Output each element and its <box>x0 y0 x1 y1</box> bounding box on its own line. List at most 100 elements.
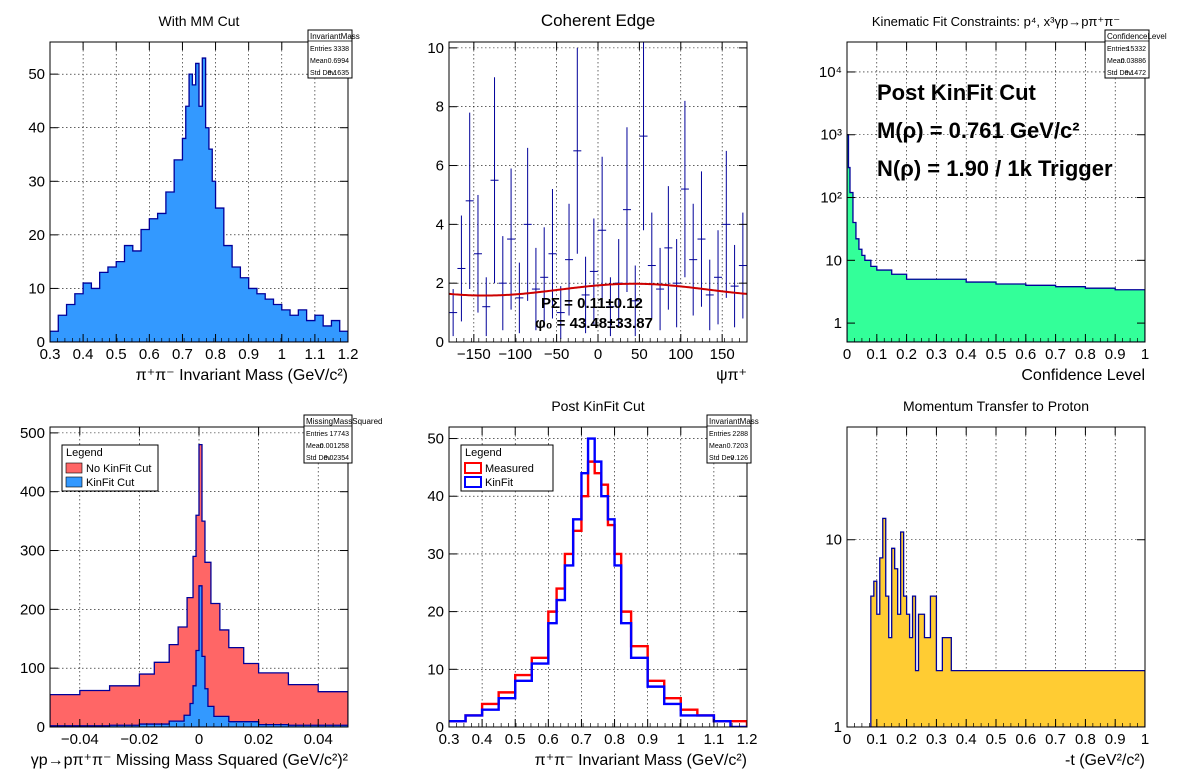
histogram <box>50 57 348 342</box>
stats-frame <box>303 414 353 464</box>
legend-entry: KinFit <box>485 477 513 489</box>
legend-entry: Measured <box>485 463 534 475</box>
x-tick-label: 0.6 <box>1015 346 1036 363</box>
series-line-0 <box>449 460 747 727</box>
stats-label: Mean <box>310 58 328 65</box>
x-tick-label: 0.9 <box>1105 731 1126 748</box>
x-tick-label: 1.2 <box>338 346 359 363</box>
legend-title: Legend <box>465 447 502 459</box>
y-tick-label: 10⁴ <box>819 64 842 81</box>
chart-panel-p4: −0.04 −0.02 0 0.02 0.04 0 100 200 300 400 500 γp→pπ… <box>20 414 382 769</box>
y-tick-label: 1 <box>834 315 842 332</box>
y-tick-label: 50 <box>427 431 444 448</box>
annotation-line: M(ρ) = 0.761 GeV/c² <box>877 118 1080 143</box>
annotation-line: N(ρ) = 1.90 / 1k Trigger <box>877 156 1113 181</box>
chart-title: Kinematic Fit Constraints: p⁴, x³γp→pπ⁺π… <box>872 14 1120 29</box>
stats-label: Mean <box>306 443 324 450</box>
grid <box>847 427 1145 727</box>
x-tick-label: 0.2 <box>896 346 917 363</box>
histogram <box>870 517 1145 727</box>
chart-title: With MM Cut <box>159 13 240 29</box>
y-tick-label: 400 <box>20 484 45 501</box>
x-tick-label: 0.8 <box>1075 346 1096 363</box>
x-tick-label: 0.7 <box>1045 731 1066 748</box>
fit-curve <box>449 282 747 297</box>
fit-parameter-phi: φ₀ = 43.48±33.87 <box>535 315 653 332</box>
stats-value: 0.1635 <box>328 70 350 77</box>
chart-title: Post KinFit Cut <box>551 398 644 414</box>
y-tick-label: 300 <box>20 543 45 560</box>
y-tick-label: 4 <box>436 216 444 233</box>
y-tick-label: 20 <box>427 604 444 621</box>
y-tick-label: 1 <box>834 719 842 736</box>
stats-label: Entries <box>1107 46 1129 53</box>
stats-frame <box>307 29 353 79</box>
chart-title: Momentum Transfer to Proton <box>903 398 1089 414</box>
y-tick-label: 10² <box>820 190 842 207</box>
x-tick-label: 0 <box>195 731 203 748</box>
x-tick-label: 0.02 <box>244 731 273 748</box>
legend: Legend No KinFit Cut KinFit Cut <box>61 444 159 492</box>
stats-value: 3338 <box>333 46 349 53</box>
x-axis-label: Confidence Level <box>1021 367 1145 384</box>
chart-panel-p5: Post KinFit Cut 0.3 0.4 0.5 0.6 0.7 0.8 0.9 1 1.1… <box>427 398 758 769</box>
legend-swatch <box>65 476 83 488</box>
x-tick-label: 0.1 <box>866 346 887 363</box>
y-tick-label: 30 <box>427 546 444 563</box>
y-tick-label: 0 <box>436 334 444 351</box>
stats-name: MissingMassSquared <box>306 417 382 426</box>
x-tick-label: 0.5 <box>986 346 1007 363</box>
legend-swatch <box>464 462 482 474</box>
y-tick-label: 50 <box>28 66 45 83</box>
y-tick-label: 0 <box>37 334 45 351</box>
plot-area <box>50 57 348 342</box>
histogram-series-1 <box>50 585 348 727</box>
stats-value: 0.7203 <box>727 443 749 450</box>
x-axis: 0.3 0.4 0.5 0.6 0.7 0.8 0.9 1 1.1 1.2 <box>439 427 758 748</box>
stats-value: 17743 <box>330 431 350 438</box>
y-tick-label: 20 <box>28 227 45 244</box>
stats-label: Mean <box>1107 58 1125 65</box>
stats-name: InvariantMass <box>310 32 360 41</box>
grid <box>449 427 747 727</box>
x-tick-label: 0.9 <box>637 731 658 748</box>
x-tick-label: −0.02 <box>120 731 158 748</box>
x-tick-label: 100 <box>668 346 693 363</box>
plot-area <box>449 42 747 340</box>
legend-title: Legend <box>66 447 103 459</box>
y-tick-label: 6 <box>436 158 444 175</box>
y-axis: 0 10 20 30 40 50 <box>427 431 747 736</box>
x-axis-label: -t (GeV²/c²) <box>1065 752 1145 769</box>
x-tick-label: 150 <box>710 346 735 363</box>
series-line-1 <box>449 437 747 727</box>
plot-area <box>50 443 348 727</box>
stats-value: -0.001258 <box>317 443 349 450</box>
x-tick-label: 50 <box>631 346 648 363</box>
y-tick-label: 30 <box>28 173 45 190</box>
stats-box: InvariantMass Entries 3338 Mean 0.6994 Std De… <box>307 29 360 79</box>
stats-box: InvariantMass Entries 2288 Mean 0.7203 Std De… <box>706 414 759 464</box>
x-axis: 0 0.1 0.2 0.3 0.4 0.5 0.6 0.7 0.8 0.9 1 <box>843 427 1149 748</box>
chart-panel-p3: Kinematic Fit Constraints: p⁴, x³γp→pπ⁺π… <box>819 14 1167 384</box>
x-tick-label: 0.4 <box>472 731 493 748</box>
x-tick-label: 1.1 <box>703 731 724 748</box>
legend-swatch <box>464 476 482 488</box>
histogram <box>847 134 1145 342</box>
stats-label: Std Dev <box>306 455 331 462</box>
stats-label: Std Dev <box>310 70 335 77</box>
x-axis-label: π⁺π⁻ Invariant Mass (GeV/c²) <box>136 367 348 384</box>
stats-value: 15332 <box>1127 46 1147 53</box>
x-tick-label: 0.8 <box>205 346 226 363</box>
x-tick-label: 1 <box>1141 346 1149 363</box>
x-tick-label: 0.3 <box>439 731 460 748</box>
stats-value: 0.6994 <box>328 58 350 65</box>
x-axis-label: ψπ⁺ <box>716 367 747 384</box>
x-axis: −0.04 −0.02 0 0.02 0.04 <box>49 427 349 748</box>
stats-label: Std Dev <box>1107 70 1132 77</box>
y-tick-label: 8 <box>436 99 444 116</box>
x-tick-label: 1.1 <box>304 346 325 363</box>
x-tick-label: 1.2 <box>737 731 758 748</box>
x-tick-label: −100 <box>498 346 532 363</box>
